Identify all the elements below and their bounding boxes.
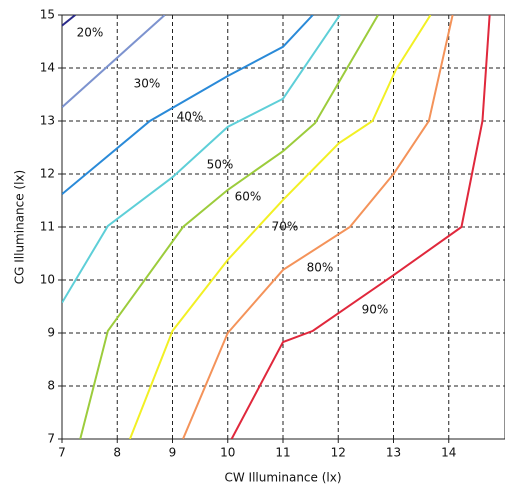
contour-label: 20%	[77, 26, 104, 40]
contour-line	[79, 15, 379, 439]
x-tick-label: 14	[441, 446, 456, 460]
y-axis-title: CG Illuminance (lx)	[13, 170, 27, 285]
grid: 7 8 9 10 11 12 13 14 7 8 9 10 11 12 13 14 15	[40, 8, 505, 460]
contour-label: 80%	[307, 261, 334, 275]
x-tick-label: 7	[58, 446, 66, 460]
x-tick-label: 12	[331, 446, 346, 460]
contour-line	[62, 15, 341, 304]
y-tick-label: 10	[40, 273, 55, 287]
x-tick-label: 13	[386, 446, 401, 460]
y-tick-label: 7	[47, 432, 55, 446]
contour-label: 40%	[177, 110, 204, 124]
contour-label: 90%	[362, 303, 389, 317]
x-axis-title: CW Illuminance (lx)	[224, 471, 341, 485]
y-tick-label: 15	[40, 8, 55, 22]
contour-line	[182, 15, 454, 439]
contour-label: 50%	[207, 158, 234, 172]
x-tick-label: 10	[220, 446, 235, 460]
x-tick-label: 11	[275, 446, 290, 460]
y-tick-label: 8	[47, 379, 55, 393]
y-tick-label: 14	[40, 61, 55, 75]
contour-line	[129, 15, 432, 439]
y-tick-label: 12	[40, 167, 55, 181]
contour-line	[230, 15, 491, 439]
x-tick-label: 9	[169, 446, 177, 460]
x-tick-label: 8	[113, 446, 121, 460]
contour-line	[62, 15, 314, 195]
contour-line	[62, 15, 166, 108]
contour-line	[62, 15, 76, 27]
y-tick-label: 13	[40, 114, 55, 128]
contour-labels: 20% 30% 40% 50% 60% 70% 80% 90%	[77, 26, 389, 317]
lines	[62, 15, 491, 439]
contour-label: 60%	[235, 190, 262, 204]
y-tick-label: 9	[47, 326, 55, 340]
contour-label: 70%	[272, 220, 299, 234]
contour-label: 30%	[134, 77, 161, 91]
y-tick-label: 11	[40, 220, 55, 234]
